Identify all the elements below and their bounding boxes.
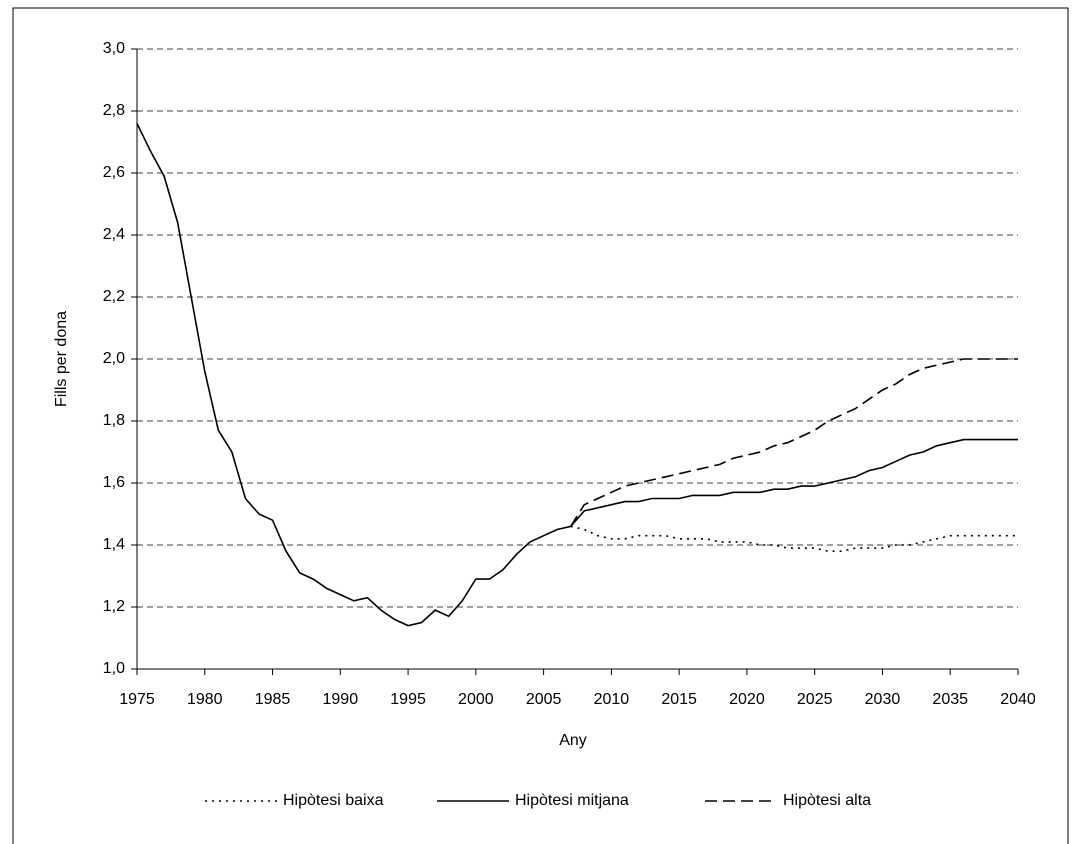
series-line (136, 123, 1018, 627)
x-tick-label: 1985 (255, 691, 291, 708)
x-tick-label: 2040 (1000, 691, 1036, 708)
series-line (570, 525, 1018, 552)
x-tick-label: 2010 (594, 691, 630, 708)
y-tick-label: 1,2 (103, 598, 125, 615)
y-tick-label: 2,2 (103, 288, 125, 305)
x-axis-label: Any (559, 732, 587, 749)
y-tick-label: 2,8 (103, 102, 125, 119)
legend-label: Hipòtesi alta (783, 792, 871, 809)
x-tick-label: 2030 (865, 691, 901, 708)
legend-label: Hipòtesi mitjana (515, 792, 629, 809)
x-tick-label: 2035 (932, 691, 968, 708)
x-tick-label: 1980 (187, 691, 223, 708)
y-tick-label: 1,8 (103, 412, 125, 429)
y-tick-label: 2,4 (103, 226, 125, 243)
y-tick-label: 2,0 (103, 350, 125, 367)
x-tick-label: 1975 (119, 691, 155, 708)
y-tick-label: 3,0 (103, 40, 125, 57)
x-tick-label: 2025 (797, 691, 833, 708)
y-tick-label: 1,4 (103, 536, 125, 553)
series-line (570, 358, 1018, 527)
y-axis-label: Fills per dona (53, 311, 70, 407)
x-tick-label: 2020 (729, 691, 765, 708)
x-tick-label: 1990 (323, 691, 359, 708)
x-tick-label: 2005 (526, 691, 562, 708)
y-tick-label: 1,0 (103, 660, 125, 677)
x-tick-label: 2015 (661, 691, 697, 708)
y-tick-label: 2,6 (103, 164, 125, 181)
chart-frame (12, 7, 1069, 844)
legend-label: Hipòtesi baixa (283, 792, 384, 809)
x-tick-label: 2000 (458, 691, 494, 708)
y-tick-label: 1,6 (103, 474, 125, 491)
x-tick-label: 1995 (390, 691, 426, 708)
